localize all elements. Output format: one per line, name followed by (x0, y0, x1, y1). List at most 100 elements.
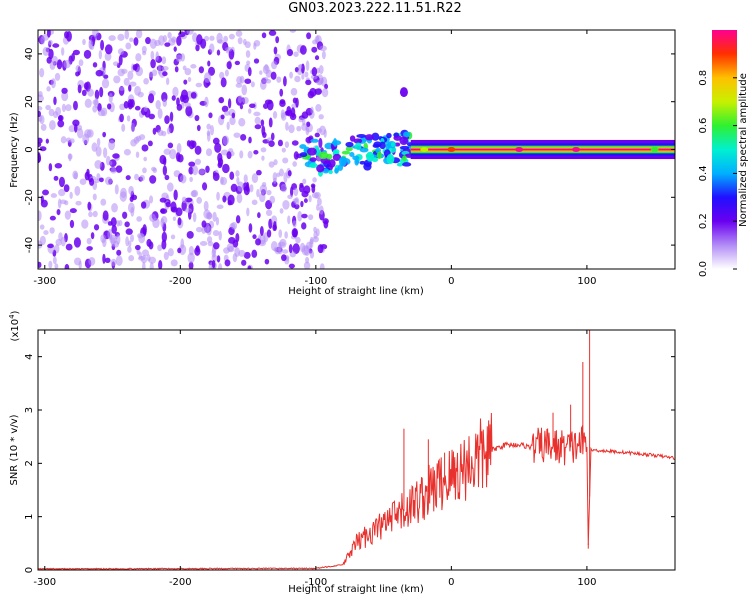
noise-speckle (128, 240, 132, 248)
noise-speckle (133, 37, 139, 46)
noise-speckle (157, 129, 164, 136)
noise-speckle (251, 173, 259, 184)
spectral-blob (353, 138, 363, 144)
noise-speckle (268, 30, 277, 36)
noise-speckle (314, 88, 322, 95)
spectrogram-x-tick-label: -100 (304, 276, 327, 287)
noise-speckle (297, 64, 303, 70)
noise-speckle (129, 37, 134, 43)
noise-speckle (118, 54, 123, 66)
spectral-blob (356, 134, 367, 138)
noise-speckle (283, 76, 287, 87)
snr-x-tick-label: -200 (169, 577, 192, 588)
spectrogram-y-tick-label: 0 (24, 146, 35, 152)
noise-speckle (185, 105, 193, 117)
noise-speckle (65, 104, 72, 112)
noise-speckle (150, 59, 156, 69)
noise-speckle (61, 47, 65, 56)
noise-speckle (226, 121, 230, 131)
noise-speckle (203, 200, 209, 212)
noise-speckle (98, 177, 104, 183)
noise-speckle (58, 176, 65, 188)
noise-speckle (179, 174, 187, 184)
noise-speckle (149, 213, 156, 223)
snr-axes: -300 -200 -100 0 100 0 1 2 3 4 (24, 330, 675, 588)
noise-speckle (51, 55, 58, 65)
noise-speckle (138, 233, 146, 244)
spectrogram-x-axis-label: Height of straight line (km) (288, 286, 424, 297)
noise-speckle (195, 82, 203, 88)
noise-speckle (74, 123, 78, 133)
noise-speckle (92, 193, 97, 201)
spectral-blob (376, 151, 382, 160)
noise-speckle (150, 50, 155, 61)
noise-speckle (74, 257, 82, 266)
noise-speckle (174, 66, 179, 73)
noise-speckle (309, 238, 314, 249)
noise-speckle (114, 184, 119, 195)
noise-speckle (161, 239, 167, 250)
noise-speckle (53, 96, 57, 106)
noise-speckle (157, 244, 163, 252)
noise-speckle (176, 103, 183, 111)
noise-speckle (129, 196, 134, 202)
noise-speckle (142, 167, 147, 174)
noise-speckle (238, 249, 246, 257)
noise-speckle (74, 185, 81, 196)
noise-speckle (46, 30, 51, 38)
noise-speckle (88, 256, 96, 266)
spectral-blob (349, 151, 355, 158)
noise-speckle (120, 187, 127, 199)
noise-speckle (122, 211, 128, 219)
noise-speckle (95, 69, 104, 77)
noise-speckle (129, 81, 137, 87)
noise-speckle (191, 140, 197, 148)
noise-speckle (123, 77, 130, 86)
noise-speckle (210, 124, 215, 136)
spectral-feature (572, 147, 581, 152)
noise-speckle (108, 139, 116, 151)
noise-speckle (284, 231, 288, 239)
snr-y-tick-label: 4 (24, 353, 35, 359)
noise-speckle (216, 191, 220, 201)
noise-speckle (42, 189, 49, 196)
noise-speckle (54, 263, 59, 269)
noise-speckle (42, 46, 50, 56)
noise-speckle (279, 208, 284, 214)
noise-speckle (190, 190, 197, 197)
noise-speckle (289, 112, 297, 121)
noise-speckle (311, 67, 318, 77)
noise-speckle (176, 143, 182, 154)
spectral-blob (341, 150, 351, 155)
noise-speckle (204, 96, 209, 108)
noise-speckle (249, 103, 256, 109)
noise-speckle (111, 202, 118, 213)
noise-speckle (38, 106, 43, 111)
noise-speckle (319, 205, 324, 215)
noise-speckle (272, 110, 278, 119)
noise-speckle (243, 251, 251, 259)
noise-speckle (79, 178, 87, 185)
noise-speckle (286, 105, 292, 116)
noise-speckle (196, 196, 203, 204)
noise-speckle (206, 123, 211, 130)
noise-speckle (306, 121, 311, 128)
noise-speckle (55, 106, 62, 116)
noise-speckle (55, 238, 62, 246)
snr-x-tick-label: 100 (577, 577, 596, 588)
noise-speckle (92, 62, 98, 68)
noise-speckle (195, 226, 203, 233)
noise-speckle (93, 224, 100, 231)
noise-speckle (309, 250, 315, 259)
noise-speckle (281, 147, 286, 153)
noise-speckle (167, 248, 174, 257)
noise-speckle (257, 212, 261, 219)
noise-speckle (187, 76, 192, 82)
noise-speckle (241, 259, 247, 266)
noise-speckle (128, 185, 134, 195)
noise-speckle (72, 119, 80, 127)
spectral-blob (309, 157, 317, 162)
noise-speckle (247, 66, 252, 77)
